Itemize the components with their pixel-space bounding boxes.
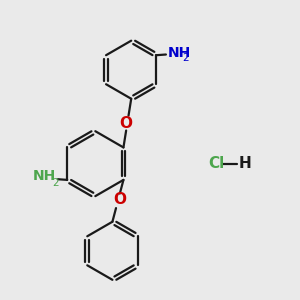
Text: O: O xyxy=(113,192,126,207)
Text: 2: 2 xyxy=(52,178,59,188)
Text: NH: NH xyxy=(168,46,191,60)
Text: NH: NH xyxy=(33,169,56,184)
Text: O: O xyxy=(119,116,132,130)
Text: Cl: Cl xyxy=(208,156,224,171)
Text: H: H xyxy=(239,156,252,171)
Text: 2: 2 xyxy=(182,53,189,63)
